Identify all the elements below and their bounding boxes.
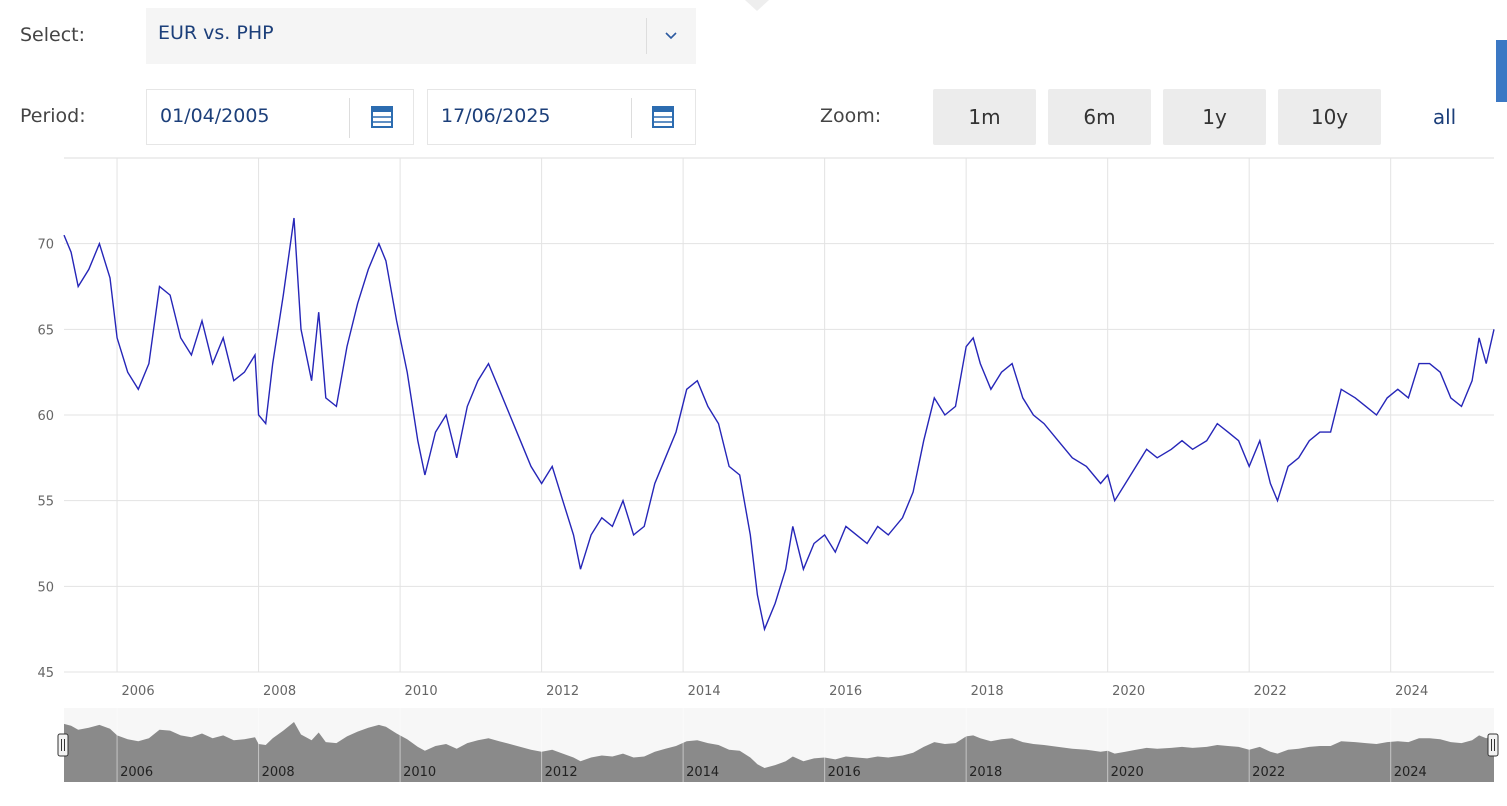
pair-value: EUR vs. PHP: [158, 22, 274, 44]
dropdown-arrow: [665, 32, 677, 40]
navigator-tick-label: 2016: [828, 765, 861, 780]
navigator-tick-label: 2012: [545, 765, 578, 780]
y-tick-label: 60: [37, 409, 54, 424]
zoom-button[interactable]: 1m: [933, 89, 1036, 145]
navigator-handle[interactable]: [1487, 733, 1499, 757]
select-label: Select:: [20, 24, 86, 46]
end-date-text: 17/06/2025: [441, 105, 551, 127]
navigator-tick-label: 2008: [262, 765, 295, 780]
navigator-tick-label: 2010: [403, 765, 436, 780]
y-tick-label: 45: [37, 666, 54, 681]
calendar-icon[interactable]: [371, 104, 393, 128]
zoom-button[interactable]: all: [1432, 105, 1457, 129]
scrollbar[interactable]: [1496, 40, 1507, 102]
divider: [646, 18, 647, 54]
navigator-handle[interactable]: [57, 733, 69, 757]
navigator-tick-label: 2006: [120, 765, 153, 780]
end-date[interactable]: 17/06/2025: [427, 89, 696, 145]
calendar-icon[interactable]: [652, 104, 674, 128]
x-tick-label: 2006: [122, 684, 155, 699]
tooltip-notch: [745, 0, 769, 11]
x-tick-label: 2012: [546, 684, 579, 699]
navigator-tick-label: 2018: [969, 765, 1002, 780]
y-tick-label: 65: [37, 323, 54, 338]
handle-grip: [61, 739, 65, 751]
price-line: [63, 217, 1495, 632]
x-tick-label: 2016: [829, 684, 862, 699]
zoom-button[interactable]: 10y: [1278, 89, 1381, 145]
y-tick-label: 55: [37, 495, 54, 510]
y-tick-label: 70: [37, 238, 54, 253]
x-tick-label: 2014: [688, 684, 721, 699]
x-tick-label: 2022: [1254, 684, 1287, 699]
x-tick-label: 2024: [1395, 684, 1428, 699]
divider: [631, 98, 632, 138]
zoom-label: Zoom:: [820, 105, 882, 127]
start-date[interactable]: 01/04/2005: [146, 89, 414, 145]
x-tick-label: 2020: [1112, 684, 1145, 699]
navigator-tick-label: 2020: [1111, 765, 1144, 780]
x-tick-label: 2010: [405, 684, 438, 699]
start-date-text: 01/04/2005: [160, 105, 270, 127]
pair-select[interactable]: EUR vs. PHP: [146, 8, 696, 64]
x-tick-label: 2018: [971, 684, 1004, 699]
navigator-area: [64, 722, 1494, 782]
navigator-tick-label: 2014: [686, 765, 719, 780]
period-label: Period:: [20, 105, 86, 127]
zoom-button[interactable]: 1y: [1163, 89, 1266, 145]
x-tick-label: 2008: [263, 684, 296, 699]
navigator-tick-label: 2024: [1394, 765, 1427, 780]
y-tick-label: 50: [37, 580, 54, 595]
navigator-tick-label: 2022: [1252, 765, 1285, 780]
divider: [349, 98, 350, 138]
zoom-button[interactable]: 6m: [1048, 89, 1151, 145]
handle-grip: [1491, 739, 1495, 751]
